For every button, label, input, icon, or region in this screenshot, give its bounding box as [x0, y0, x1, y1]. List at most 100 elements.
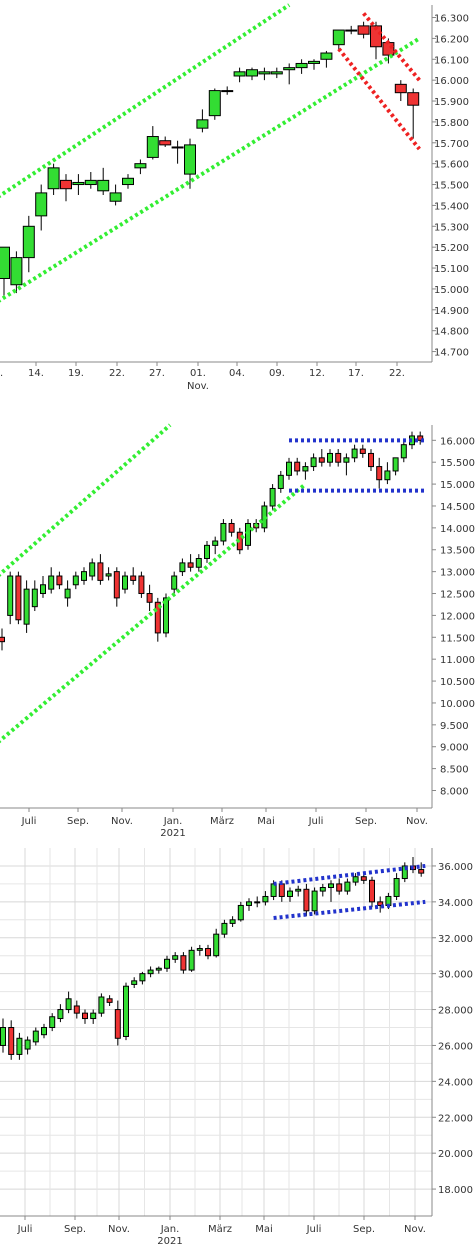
x-tick-label: Sep.	[355, 816, 377, 827]
candle-up	[184, 144, 196, 175]
candle-up	[35, 192, 48, 217]
candle-down	[138, 575, 145, 595]
y-tick-label: 13.000	[440, 568, 475, 579]
x-tick-label: Juli	[308, 816, 324, 827]
candle-down	[360, 876, 367, 881]
candle-up	[319, 886, 326, 892]
candle-up	[89, 562, 96, 577]
candle-up	[179, 562, 186, 573]
x-tick-label: Sep.	[353, 1224, 375, 1235]
candle-up	[311, 890, 318, 912]
x-sub-label: Nov.	[187, 381, 209, 392]
chart-panel-long-term-grid: 18.000 20.000 22.000 24.000 26.000 28.000 30.0…	[0, 848, 473, 1247]
candle-down	[97, 562, 104, 581]
candle-up	[188, 949, 195, 971]
y-tick-label: 16.300	[434, 14, 469, 25]
y-tick-label: 8.500	[440, 765, 469, 776]
x-tick-label: Sep.	[64, 1224, 86, 1235]
y-tick-label: 15.400	[434, 201, 469, 212]
x-tick-label: Nov.	[108, 1224, 130, 1235]
candle-up	[208, 90, 221, 117]
candle-up	[22, 225, 35, 259]
candle-up	[287, 890, 293, 897]
candle-up	[147, 969, 154, 975]
x-tick-label: Nov.	[111, 816, 133, 827]
y-tick-label: 15.300	[434, 222, 469, 233]
candle-up	[0, 1027, 6, 1046]
y-tick-label: 10.000	[440, 699, 475, 710]
candle-up	[24, 1039, 31, 1050]
candle-down	[417, 435, 424, 441]
candle-up	[229, 919, 236, 924]
x-tick-label: 22.	[109, 368, 125, 379]
candle-up	[65, 998, 72, 1011]
candle-up	[98, 996, 105, 1014]
y-tick-label: 15.800	[434, 118, 469, 129]
candle-down	[15, 575, 22, 621]
candle-down	[106, 998, 113, 1003]
candle-up	[212, 540, 219, 546]
candle-up	[401, 865, 408, 880]
candle-down	[154, 601, 161, 634]
trend-line	[362, 12, 421, 82]
candle-up	[196, 948, 203, 951]
candle-down	[82, 1012, 88, 1020]
y-tick-label: 18.000	[438, 1185, 473, 1196]
candle-down	[407, 92, 420, 106]
candle-down	[146, 593, 153, 603]
candle-down	[376, 466, 383, 481]
y-tick-label: 12.500	[440, 590, 475, 601]
candle-down	[382, 42, 395, 56]
candle-up	[7, 575, 14, 616]
y-tick-label: 8.000	[440, 786, 469, 797]
candle-up	[64, 588, 71, 599]
y-tick-label: 14.500	[440, 502, 475, 513]
candle-down	[370, 25, 382, 48]
candle-up	[72, 181, 85, 186]
candle-up	[400, 444, 407, 459]
candle-up	[122, 575, 128, 590]
candle-up	[220, 522, 227, 542]
y-tick-label: 34.000	[438, 898, 473, 909]
x-tick-label: 04.	[229, 368, 245, 379]
candle-down	[368, 452, 374, 468]
candle-down	[60, 179, 72, 190]
y-tick-label: 15.700	[434, 139, 469, 150]
candle-down	[159, 140, 172, 146]
candle-down	[394, 83, 407, 94]
candle-up	[286, 461, 292, 476]
y-tick-label: 16.200	[434, 34, 469, 45]
candles	[0, 856, 425, 1060]
y-tick-label: 16.100	[434, 55, 469, 66]
candle-up	[164, 958, 170, 969]
candle-up	[41, 1027, 47, 1036]
candle-down	[8, 1027, 15, 1055]
candle-down	[369, 879, 375, 903]
candle-down	[294, 461, 301, 472]
candle-up	[139, 973, 146, 982]
x-tick-label: 27.	[149, 368, 165, 379]
candle-up	[246, 901, 252, 906]
candle-down	[180, 955, 187, 971]
candles	[0, 21, 420, 300]
candle-up	[16, 1037, 23, 1055]
candle-up	[32, 1030, 39, 1043]
trend-line	[273, 863, 426, 886]
x-tick-label: Juli	[21, 816, 37, 827]
trend-line	[0, 482, 307, 744]
y-tick-label: 30.000	[438, 970, 473, 981]
candle-up	[221, 922, 228, 935]
y-tick-label: 16.000	[434, 76, 469, 87]
x-sub-label: 2021	[157, 1236, 182, 1247]
candle-up	[254, 901, 261, 904]
candle-up	[258, 71, 271, 75]
candle-up	[81, 571, 87, 581]
candle-down	[335, 452, 342, 463]
candle-up	[295, 888, 302, 892]
y-tick-label: 15.000	[434, 285, 469, 296]
candle-up	[308, 60, 320, 64]
candle-up	[204, 544, 210, 560]
candle-up	[155, 967, 162, 971]
candle-up	[384, 470, 391, 481]
